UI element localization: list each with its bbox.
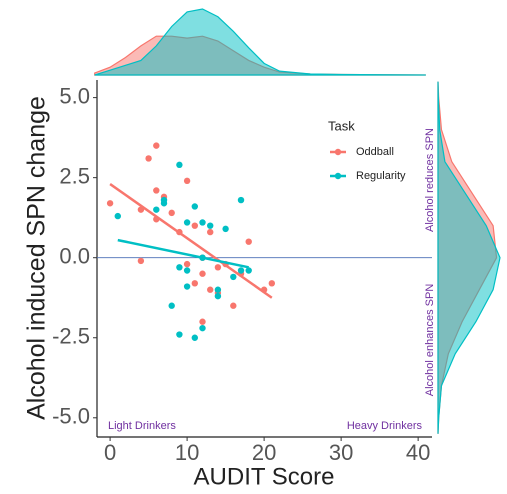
density-y [437,81,501,434]
point [237,267,245,274]
point [137,257,145,265]
point [160,196,168,204]
annotation: Light Drinkers [108,420,176,432]
point [230,273,237,281]
legend-title: Task [328,118,355,133]
point [214,264,222,271]
fit-line [117,238,249,269]
point [153,142,160,149]
point [207,222,214,229]
x-tick-label: 10 [175,440,199,465]
y-tick-label: 0.0 [59,244,90,269]
point [230,302,237,309]
point [176,264,183,271]
y-tick-label: -2.5 [52,324,90,349]
point [183,283,191,290]
x-axis-label: AUDIT Score [194,463,335,490]
y-axis-label: Alcohol induced SPN change [23,96,51,420]
point [207,228,214,236]
point [191,203,199,210]
point [114,212,121,220]
point [191,222,199,229]
point [176,331,183,338]
point [183,260,191,268]
x-tick-label: 0 [104,440,116,465]
y-tick-label: 5.0 [59,83,90,108]
point [268,280,276,287]
point [176,161,183,169]
point [168,209,175,217]
point [106,200,114,207]
annotation: Alcohol reduces SPN [424,128,436,232]
point [199,219,206,226]
point [199,318,206,325]
point [145,155,152,162]
point [191,334,199,341]
point [153,187,160,194]
point [153,206,160,213]
x-tick-label: 30 [329,440,353,465]
legend-swatch [334,172,342,180]
density-x [94,8,426,76]
point [245,267,252,274]
point [199,270,206,277]
x-tick-label: 40 [406,440,430,465]
point [168,302,175,309]
fit-line [109,183,273,299]
point [222,225,229,233]
point [245,238,252,245]
point [183,267,191,274]
annotation: Alcohol enhances SPN [424,284,436,397]
y-tick-label: 2.5 [59,163,90,188]
point [183,219,191,226]
point [207,286,214,293]
point [199,324,206,332]
legend-label: Regularity [356,170,406,182]
point [237,196,245,204]
legend-label: Oddball [356,146,394,158]
annotation: Heavy Drinkers [347,420,423,432]
x-tick-label: 20 [252,440,276,465]
legend-swatch [334,148,342,156]
point [191,280,199,287]
y-tick-label: -5.0 [52,404,90,429]
point [183,177,191,185]
point [214,292,222,300]
point [214,286,222,293]
